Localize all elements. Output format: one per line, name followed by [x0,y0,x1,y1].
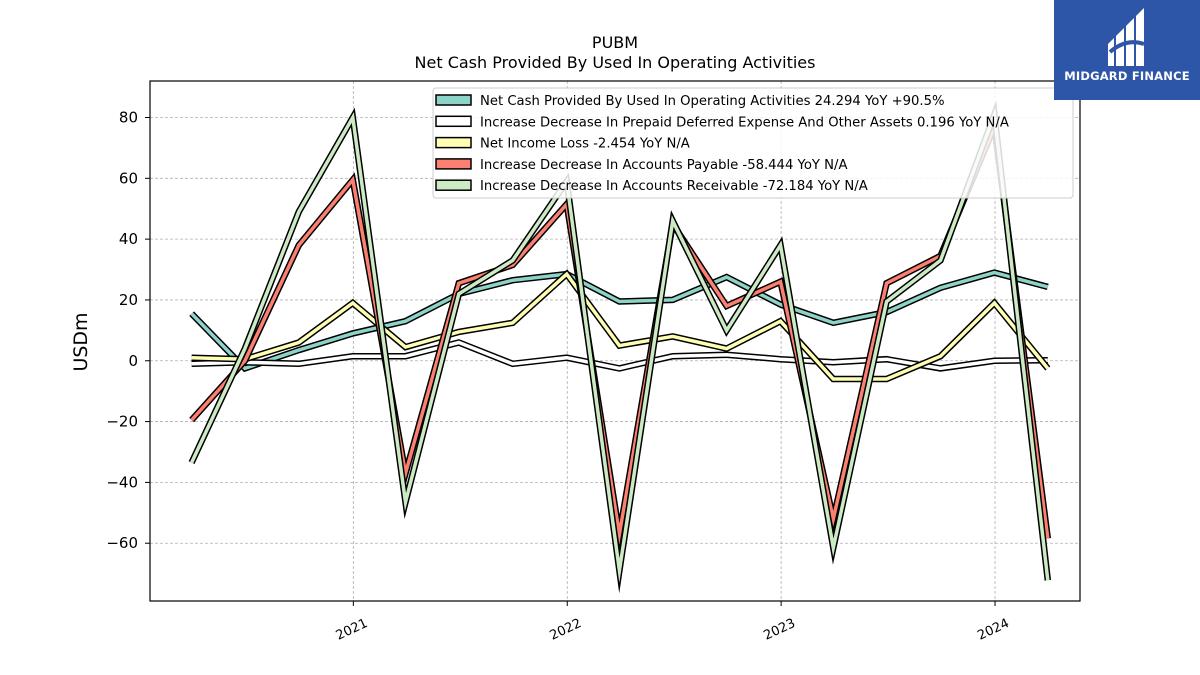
legend-box [432,87,1074,199]
legend-item: Increase Decrease In Prepaid Deferred Ex… [435,115,1009,130]
y-tick-label: 0 [128,352,138,370]
legend-label: Increase Decrease In Accounts Receivable… [480,179,868,194]
series-line [190,270,1049,371]
series-1 [189,269,1049,373]
y-tick-label: 80 [119,108,138,126]
midgard-finance-logo: MIDGARD FINANCE [1054,0,1200,100]
x-tick-label: 2022 [548,616,584,644]
y-tick-label: 20 [119,291,138,309]
legend-swatch [435,179,472,191]
series-line [191,340,1048,371]
legend-item: Net Cash Provided By Used In Operating A… [435,94,945,109]
legend-swatch [435,115,472,128]
legend-swatch [435,94,472,106]
chart-subtitle: Net Cash Provided By Used In Operating A… [415,53,816,72]
legend-swatch [435,158,472,170]
plot-frame [149,80,1081,602]
x-tick-label: 2023 [761,616,797,644]
series-5 [188,100,1052,594]
series-2 [191,339,1048,372]
series-3 [191,269,1051,383]
y-tick-label: −20 [106,413,138,431]
legend-swatch [435,136,472,149]
legend: Net Cash Provided By Used In Operating A… [432,87,1074,199]
series-line [191,271,1050,381]
legend-label: Increase Decrease In Accounts Payable -5… [480,158,847,173]
y-tick-label: 40 [119,230,138,248]
legend-item: Increase Decrease In Accounts Receivable… [435,179,868,194]
x-tick-label: 2021 [334,616,370,644]
legend-item: Increase Decrease In Accounts Payable -5… [435,158,847,173]
y-axis-label: USDm [70,312,92,371]
series-lines [188,100,1052,594]
x-tick-label: 2024 [975,616,1011,644]
legend-label: Net Income Loss -2.454 YoY N/A [480,137,690,152]
y-tick-label: −60 [106,534,138,552]
legend-item: Net Income Loss -2.454 YoY N/A [435,136,690,152]
legend-label: Net Cash Provided By Used In Operating A… [480,94,945,109]
series-line [190,119,1050,545]
y-tick-label: 60 [119,169,138,187]
chart-title: PUBM [592,33,638,52]
series-outline [189,269,1049,373]
legend-label: Increase Decrease In Prepaid Deferred Ex… [480,115,1009,130]
logo-emblem-icon [1108,8,1145,66]
logo-text: MIDGARD FINANCE [1064,69,1190,83]
y-tick-label: −40 [106,473,138,491]
series-line [190,107,1050,583]
series-4 [189,114,1052,554]
